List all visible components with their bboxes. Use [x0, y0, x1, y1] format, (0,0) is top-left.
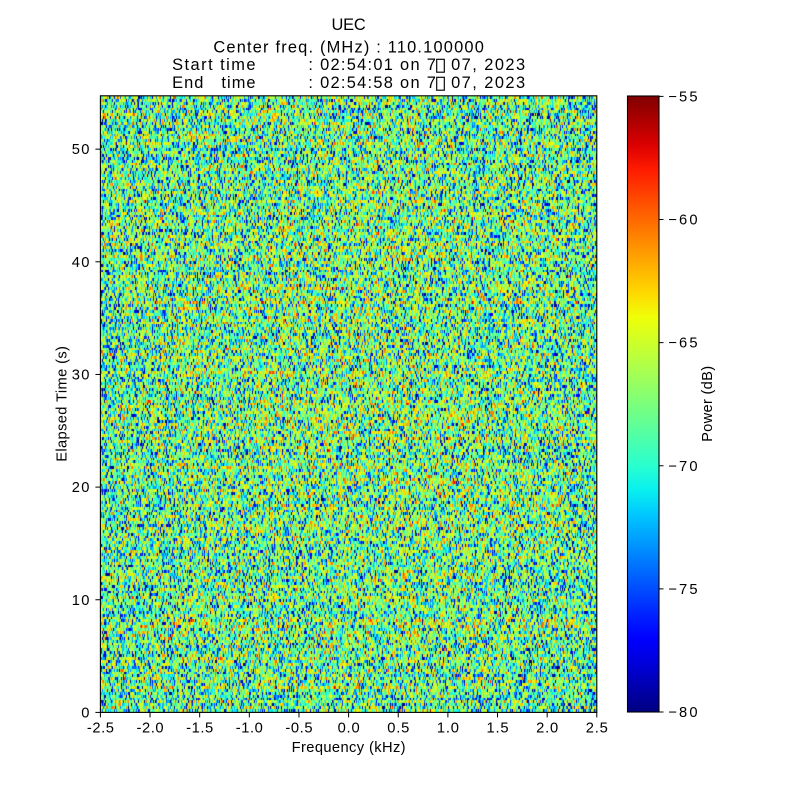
svg-text:0.0: 0.0	[338, 721, 360, 737]
svg-text:50: 50	[72, 142, 90, 158]
svg-text:−70: −70	[668, 459, 697, 475]
svg-text:1.0: 1.0	[437, 721, 459, 737]
svg-text:−60: −60	[668, 213, 697, 229]
svg-text:−65: −65	[668, 336, 697, 352]
svg-text:−75: −75	[668, 582, 697, 598]
svg-text:-0.5: -0.5	[285, 721, 312, 737]
svg-text:07, 2023: 07, 2023	[451, 56, 525, 74]
svg-text:-2.5: -2.5	[87, 721, 114, 737]
svg-text:Elapsed Time (s): Elapsed Time (s)	[55, 346, 71, 462]
svg-text:1.5: 1.5	[486, 721, 508, 737]
svg-text:Frequency (kHz): Frequency (kHz)	[292, 740, 406, 756]
svg-text:Power (dB): Power (dB)	[700, 366, 716, 442]
svg-text:−55: −55	[668, 89, 697, 105]
svg-text:20: 20	[72, 480, 90, 496]
svg-text:40: 40	[72, 255, 90, 271]
svg-text:07, 2023: 07, 2023	[451, 74, 525, 92]
svg-text:Center freq. (MHz) : 110.10000: Center freq. (MHz) : 110.100000	[213, 38, 483, 56]
svg-text:2.5: 2.5	[586, 721, 608, 737]
svg-text:10: 10	[72, 593, 90, 609]
svg-text:: 02:54:58 on 7: : 02:54:58 on 7	[308, 74, 435, 92]
svg-text:-1.0: -1.0	[236, 721, 263, 737]
svg-text:30: 30	[72, 368, 90, 384]
svg-text:-1.5: -1.5	[186, 721, 213, 737]
svg-text:0.5: 0.5	[387, 721, 409, 737]
svg-text:End time: End time	[172, 74, 255, 92]
svg-text:0: 0	[81, 705, 89, 721]
svg-text:Start time: Start time	[172, 56, 255, 74]
svg-text:: 02:54:01 on 7: : 02:54:01 on 7	[308, 56, 435, 74]
svg-text:-2.0: -2.0	[137, 721, 164, 737]
svg-text:UEC: UEC	[331, 16, 365, 34]
svg-text:2.0: 2.0	[536, 721, 558, 737]
svg-text:−80: −80	[668, 705, 697, 721]
